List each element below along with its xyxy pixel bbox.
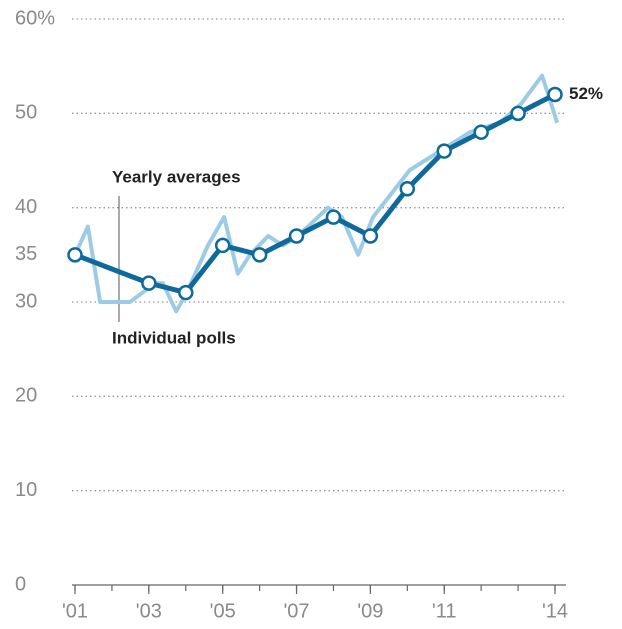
- x-tick-label: '03: [136, 600, 162, 622]
- series-label: Individual polls: [112, 328, 236, 347]
- y-tick-label: 40: [15, 196, 37, 218]
- point: [67, 247, 83, 263]
- x-tick-label: '07: [283, 600, 309, 622]
- series-label: Yearly averages: [112, 167, 241, 186]
- value-label: 52%: [569, 84, 603, 103]
- y-tick-label: 50: [15, 102, 37, 124]
- x-tick-label: '11: [432, 600, 457, 622]
- point: [251, 247, 268, 263]
- point: [288, 228, 305, 244]
- y-tick-label: 0: [15, 573, 26, 595]
- x-tick-label: '14: [542, 600, 568, 622]
- point: [399, 181, 416, 197]
- series-line: [74, 92, 557, 296]
- x-tick-label: '09: [357, 600, 383, 622]
- x-tick-label: '05: [210, 600, 236, 622]
- point: [510, 105, 526, 122]
- point: [214, 237, 231, 254]
- y-tick-label: 60%: [15, 7, 55, 29]
- y-tick-label: 20: [15, 385, 37, 407]
- point: [547, 86, 563, 103]
- y-tick-label: 10: [15, 479, 37, 501]
- point: [362, 228, 379, 244]
- value-label: 35: [15, 243, 37, 265]
- y-tick-label: 30: [15, 290, 37, 312]
- point: [178, 284, 194, 301]
- point: [325, 209, 342, 225]
- point: [436, 143, 452, 159]
- point: [473, 124, 489, 140]
- point: [141, 275, 157, 291]
- x-tick-label: '01: [62, 600, 88, 622]
